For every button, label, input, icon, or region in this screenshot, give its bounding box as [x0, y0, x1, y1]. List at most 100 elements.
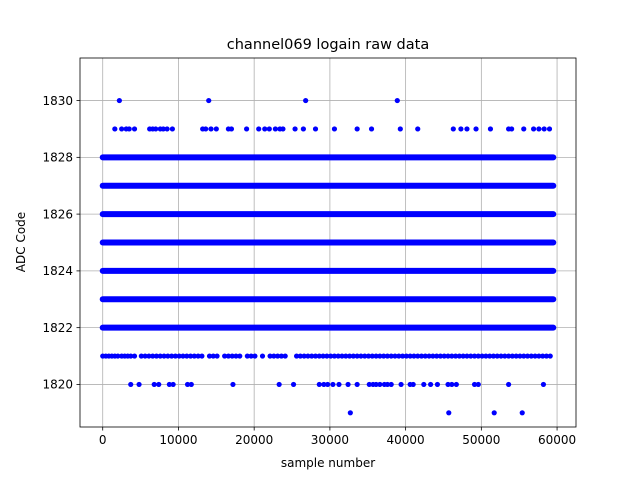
data-point: [184, 353, 190, 359]
data-point: [335, 353, 341, 359]
data-point: [300, 126, 306, 132]
data-point: [243, 126, 250, 132]
data-point: [303, 97, 309, 104]
data-point: [199, 353, 205, 359]
data-point: [506, 353, 512, 359]
data-point: [540, 353, 546, 359]
data-point: [509, 353, 515, 359]
data-point: [456, 353, 462, 359]
y-axis-title: ADC Code: [14, 212, 28, 272]
data-point: [191, 353, 197, 359]
data-point: [213, 126, 219, 132]
y-tick-label: 1826: [42, 207, 73, 221]
data-point: [453, 381, 459, 388]
data-point: [256, 126, 262, 132]
data-point: [354, 353, 360, 359]
data-point: [491, 410, 497, 416]
data-point: [112, 126, 118, 132]
data-point: [233, 353, 239, 359]
data-point: [165, 353, 171, 359]
data-point: [458, 126, 464, 132]
data-point: [399, 353, 406, 359]
data-point: [128, 353, 134, 359]
data-point: [229, 353, 235, 359]
data-point: [142, 353, 148, 359]
data-point: [272, 126, 278, 132]
data-point: [358, 353, 364, 359]
data-point: [471, 381, 478, 388]
x-tick-label: 10000: [159, 433, 197, 447]
data-point: [513, 353, 519, 359]
x-tick-label: 50000: [462, 433, 500, 447]
data-point: [418, 353, 425, 359]
data-point: [369, 353, 375, 359]
data-point: [437, 353, 444, 359]
data-point: [517, 353, 523, 359]
data-point: [262, 126, 268, 132]
data-point: [330, 381, 336, 388]
data-point: [339, 353, 345, 359]
data-point: [473, 126, 479, 132]
data-point: [373, 381, 379, 388]
data-point: [225, 353, 232, 359]
data-point: [169, 353, 175, 359]
data-point: [280, 126, 286, 132]
data-point: [452, 353, 459, 359]
data-point: [180, 353, 186, 359]
data-point: [479, 353, 485, 359]
x-tick-label: 0: [99, 433, 107, 447]
y-axis-ticks: 1820 1822 1824 1826 1828 1830: [42, 94, 80, 392]
data-point: [411, 353, 417, 359]
data-point: [536, 126, 542, 132]
data-point: [210, 353, 216, 359]
data-point: [161, 353, 167, 359]
data-point: [119, 126, 125, 132]
data-point: [126, 126, 132, 132]
data-point: [449, 381, 455, 388]
data-point: [316, 381, 322, 388]
data-point: [169, 126, 175, 132]
data-point: [471, 353, 478, 359]
data-point: [316, 353, 322, 359]
data-point: [128, 381, 134, 388]
data-point: [426, 353, 432, 359]
data-point: [377, 381, 383, 388]
data-point: [415, 353, 421, 359]
x-tick-label: 40000: [387, 433, 425, 447]
data-point: [365, 353, 372, 359]
data-point: [271, 353, 277, 359]
data-point: [506, 381, 512, 388]
chart-title: channel069 logain raw data: [227, 37, 429, 53]
data-point: [267, 353, 273, 359]
x-tick-label: 20000: [235, 433, 273, 447]
data-point: [519, 410, 525, 416]
data-point: [214, 353, 220, 359]
data-point: [156, 381, 162, 388]
data-point: [187, 353, 194, 359]
data-point: [146, 353, 152, 359]
data-point: [208, 126, 214, 132]
data-point: [176, 353, 182, 359]
data-point: [136, 381, 142, 388]
data-point: [336, 381, 342, 388]
data-point: [434, 381, 441, 388]
data-point: [282, 353, 288, 359]
data-point: [312, 353, 319, 359]
y-tick-label: 1822: [42, 321, 73, 335]
data-point: [346, 353, 353, 359]
data-point: [490, 353, 497, 359]
data-point: [396, 353, 402, 359]
y-tick-label: 1830: [42, 94, 73, 108]
data-point: [377, 353, 383, 359]
data-point: [297, 353, 303, 359]
data-point: [540, 381, 547, 388]
data-point: [530, 126, 537, 132]
x-axis-ticks: 0 10000 20000 30000 40000 50000 60000: [99, 427, 576, 447]
data-point: [487, 126, 494, 132]
data-point: [343, 353, 349, 359]
data-point: [384, 381, 391, 388]
data-point: [373, 353, 379, 359]
data-point: [415, 126, 421, 132]
data-point: [445, 381, 451, 388]
